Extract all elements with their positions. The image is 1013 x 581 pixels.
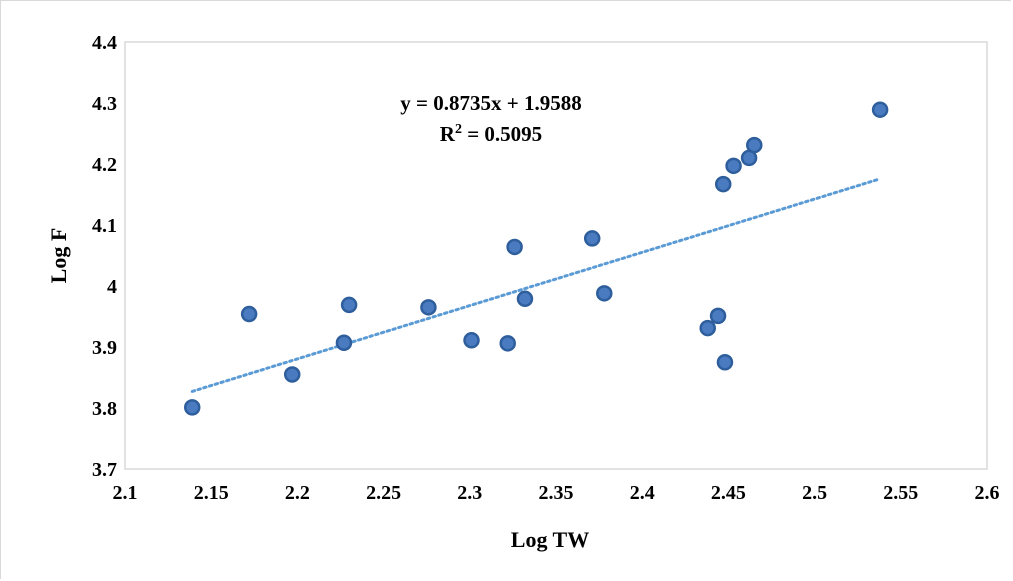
x-axis-title: Log TW (511, 527, 589, 552)
y-axis-ticks: 3.7 3.8 3.9 4 4.1 4.2 4.3 4.4 (92, 32, 117, 481)
x-tick-label: 2.45 (711, 482, 746, 504)
data-point (463, 332, 480, 349)
data-point (240, 305, 258, 323)
data-points (183, 101, 889, 416)
y-tick-label: 4 (107, 276, 117, 298)
y-tick-label: 3.9 (92, 337, 117, 359)
x-axis-ticks: 2.1 2.15 2.2 2.25 2.3 2.35 2.4 2.45 2.5 2.55 2.6 (113, 482, 1000, 504)
r-squared-label: R2 = 0.5095 (440, 122, 542, 146)
data-point (499, 335, 516, 352)
y-tick-label: 4.4 (92, 32, 117, 54)
y-tick-label: 4.1 (92, 215, 117, 237)
r-squared-symbol: R (440, 122, 456, 146)
x-tick-label: 2.25 (366, 482, 401, 504)
data-point (596, 285, 613, 302)
data-point (506, 238, 523, 256)
data-point (516, 290, 534, 308)
data-point (420, 299, 437, 316)
data-point (335, 334, 353, 351)
data-point (746, 136, 763, 154)
data-point (583, 230, 601, 247)
y-tick-label: 3.7 (92, 459, 117, 481)
y-tick-label: 4.2 (92, 154, 117, 176)
data-point (699, 319, 716, 337)
trendline (190, 177, 882, 393)
data-point (183, 399, 201, 416)
plot-area (124, 41, 988, 470)
data-point (725, 157, 742, 175)
x-tick-label: 2.1 (113, 482, 138, 504)
x-tick-label: 2.5 (802, 482, 827, 504)
trendline-equation: y = 0.8735x + 1.9588 (400, 91, 581, 115)
x-tick-label: 2.3 (457, 482, 482, 504)
r-squared-value: = 0.5095 (462, 122, 542, 146)
data-point (871, 101, 889, 118)
y-tick-label: 4.3 (92, 93, 117, 115)
x-tick-label: 2.2 (285, 482, 310, 504)
data-point (709, 307, 727, 325)
x-tick-label: 2.15 (194, 482, 229, 504)
x-tick-label: 2.55 (883, 482, 918, 504)
x-tick-label: 2.6 (975, 482, 1000, 504)
data-point (716, 354, 734, 371)
x-tick-label: 2.4 (630, 482, 655, 504)
x-tick-label: 2.35 (539, 482, 574, 504)
y-axis-title: Log F (46, 228, 71, 284)
r-squared-superscript: 2 (455, 122, 462, 137)
data-point (340, 296, 358, 314)
y-tick-label: 3.8 (92, 398, 117, 420)
data-point (283, 366, 301, 383)
data-point (714, 175, 732, 193)
